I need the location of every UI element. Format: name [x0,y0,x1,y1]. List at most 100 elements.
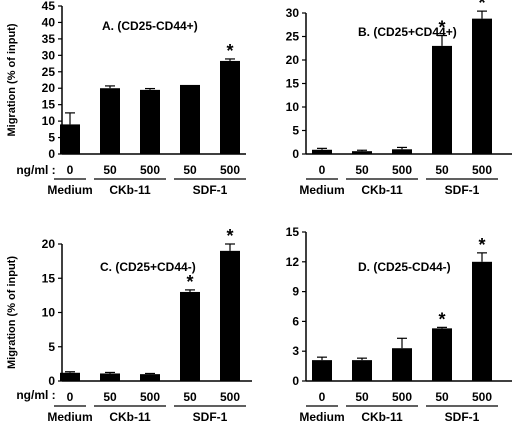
bar [392,149,412,154]
significance-star: * [186,272,193,292]
dose-tick-label: 0 [319,390,326,404]
panel-title: D. (CD25-CD44-) [358,260,451,274]
dose-tick-label: 0 [67,163,74,177]
bar [220,250,240,381]
bar [100,88,120,154]
bar [432,328,452,381]
significance-star: * [226,226,233,246]
dose-tick-label: 0 [67,390,74,404]
y-tick-label: 10 [42,306,56,320]
dose-label: ng/ml : [16,163,55,177]
significance-star: * [438,18,445,38]
panel-d: 0 3 6 9 12 15 D. (CD25-CD44-) * * 0 50 500 50 500 Medi… [286,225,512,424]
bar [60,124,80,154]
group-label: SDF-1 [193,183,228,197]
group-label: Medium [47,410,92,424]
bar [220,60,240,154]
dose-tick-label: 50 [103,163,117,177]
y-tick-label: 10 [42,114,56,128]
y-tick-label: 20 [42,81,56,95]
group-label: Medium [47,183,92,197]
dose-tick-label: 500 [392,390,412,404]
panel-title: B. (CD25+CD44+) [358,25,457,39]
bar [472,18,492,154]
dose-tick-label: 50 [103,390,117,404]
y-tick-label: 25 [286,30,300,44]
y-tick-label: 15 [286,225,300,239]
group-label: SDF-1 [445,410,480,424]
bar [472,261,492,381]
panel-title: C. (CD25+CD44-) [100,260,196,274]
y-tick-label: 30 [42,48,56,62]
bar [100,373,120,381]
group-label: CKb-11 [361,410,403,424]
y-tick-label: 20 [42,237,56,251]
dose-tick-label: 500 [220,390,240,404]
y-tick-label: 5 [292,124,299,138]
y-tick-label: 5 [48,131,55,145]
bar [392,348,412,381]
panel-c: 0 5 10 15 20 Migration (% of input) C. (CD25+C… [6,226,252,424]
group-label: CKb-11 [109,183,151,197]
y-tick-label: 20 [286,53,300,67]
bar [432,45,452,154]
y-tick-label: 0 [292,374,299,388]
bar [140,89,160,154]
bar [352,360,372,381]
y-tick-label: 5 [48,340,55,354]
dose-label: ng/ml : [16,388,55,402]
bar [312,149,332,154]
panel-a: 0 5 10 15 20 25 30 35 40 45 Migration (% of input)… [6,0,246,197]
bar [352,151,372,154]
y-axis-label: Migration (% of input) [6,256,18,369]
group-label: Medium [299,410,344,424]
y-tick-label: 25 [42,65,56,79]
dose-tick-label: 50 [183,390,197,404]
y-tick-label: 35 [42,32,56,46]
dose-tick-label: 500 [220,163,240,177]
bar [140,374,160,381]
significance-star: * [478,235,485,255]
y-tick-label: 15 [286,77,300,91]
dose-tick-label: 50 [355,163,369,177]
dose-tick-label: 500 [392,163,412,177]
y-tick-label: 15 [42,98,56,112]
dose-tick-label: 500 [140,390,160,404]
y-tick-label: 0 [48,147,55,161]
group-label: Medium [299,183,344,197]
y-tick-label: 15 [42,271,56,285]
y-tick-label: 12 [286,255,300,269]
y-tick-label: 10 [286,100,300,114]
dose-tick-label: 50 [183,163,197,177]
y-tick-label: 0 [48,374,55,388]
significance-star: * [226,41,233,61]
y-tick-label: 9 [292,285,299,299]
y-tick-label: 45 [42,0,56,13]
dose-tick-label: 50 [435,390,449,404]
significance-star: * [478,0,485,13]
y-tick-label: 30 [286,6,300,20]
y-tick-label: 0 [292,147,299,161]
y-axis-label: Migration (% of input) [6,23,18,136]
y-tick-label: 6 [292,314,299,328]
significance-star: * [438,309,445,329]
dose-tick-label: 500 [472,163,492,177]
y-tick-label: 3 [292,344,299,358]
bar [180,291,200,381]
group-label: CKb-11 [109,410,151,424]
dose-tick-label: 50 [435,163,449,177]
panel-title: A. (CD25-CD44+) [102,19,198,33]
bar [312,360,332,381]
dose-tick-label: 500 [472,390,492,404]
dose-tick-label: 500 [140,163,160,177]
dose-tick-label: 50 [355,390,369,404]
bar [60,372,80,381]
group-label: SDF-1 [193,410,228,424]
dose-tick-label: 0 [319,163,326,177]
group-label: CKb-11 [361,183,403,197]
y-tick-label: 40 [42,15,56,29]
group-label: SDF-1 [445,183,480,197]
bar [180,84,200,154]
